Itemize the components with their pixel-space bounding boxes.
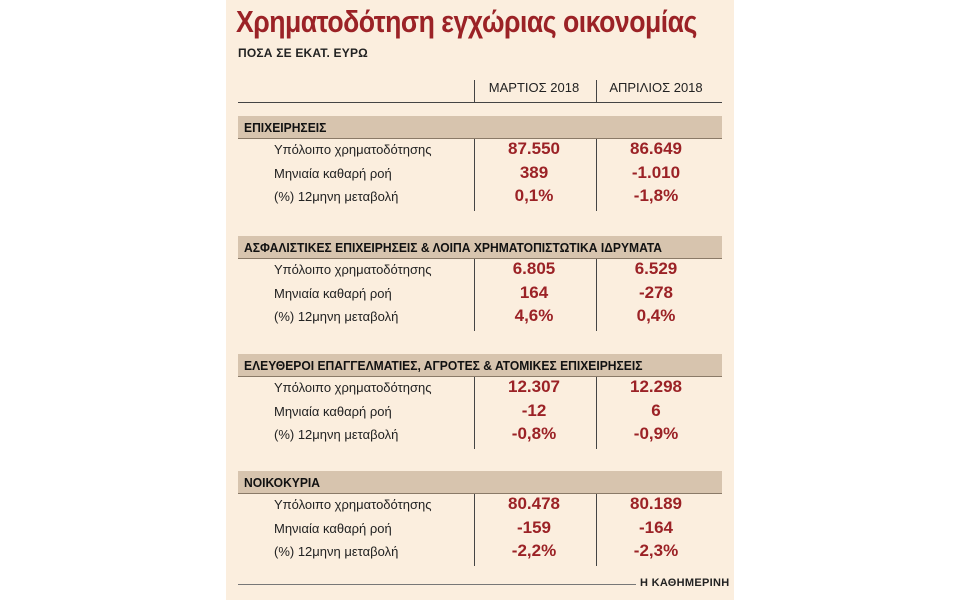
table-cell-value: 6 <box>651 401 661 420</box>
table-cell-value: -12 <box>521 401 547 420</box>
column-header-march: ΜΑΡΤΙΟΣ 2018 <box>488 80 580 95</box>
column-divider <box>474 139 475 211</box>
row-label: (%) 12μηνη μεταβολή <box>274 189 399 204</box>
table-cell-value: 164 <box>519 283 549 302</box>
section-header: ΝΟΙΚΟΚΥΡΙΑ <box>238 471 722 494</box>
row-label: (%) 12μηνη μεταβολή <box>274 309 399 324</box>
source-brand: Η ΚΑΘΗΜΕΡΙΝΗ <box>640 577 730 589</box>
column-divider-header <box>474 80 475 102</box>
table-cell-value: 6.805 <box>512 259 556 278</box>
row-label: Υπόλοιπο χρηματοδότησης <box>274 497 432 512</box>
table-cell-value: -2,3% <box>633 541 679 560</box>
table-cell-value: 12.307 <box>508 377 560 396</box>
table-cell-value: -1,8% <box>633 186 679 205</box>
table-cell-value: 87.550 <box>508 139 560 158</box>
row-label: (%) 12μηνη μεταβολή <box>274 544 399 559</box>
header-rule <box>238 102 722 103</box>
section-header: ΑΣΦΑΛΙΣΤΙΚΕΣ ΕΠΙΧΕΙΡΗΣΕΙΣ & ΛΟΙΠΑ ΧΡΗΜΑΤ… <box>238 236 722 259</box>
table-cell-value: 389 <box>519 163 549 182</box>
chart-subtitle: ΠΟΣΑ ΣΕ ΕΚΑΤ. ΕΥΡΩ <box>238 46 368 60</box>
footer-rule <box>238 584 636 585</box>
table-cell-value: -164 <box>638 518 674 537</box>
column-divider <box>596 494 597 566</box>
table-cell-value: -2,2% <box>511 541 557 560</box>
column-header-april: ΑΠΡΙΛΙΟΣ 2018 <box>609 80 703 95</box>
table-cell-value: -0,9% <box>633 424 679 443</box>
column-divider <box>596 259 597 331</box>
table-cell-value: -0,8% <box>511 424 557 443</box>
row-label: Μηνιαία καθαρή ροή <box>274 286 392 301</box>
table-cell-value: -278 <box>638 283 674 302</box>
section-header: ΕΠΙΧΕΙΡΗΣΕΙΣ <box>238 116 722 139</box>
table-cell-value: 4,6% <box>514 306 554 325</box>
row-label: Μηνιαία καθαρή ροή <box>274 521 392 536</box>
row-label: Μηνιαία καθαρή ροή <box>274 166 392 181</box>
column-divider <box>474 494 475 566</box>
table-cell-value: 80.189 <box>630 494 682 513</box>
table-cell-value: 80.478 <box>508 494 560 513</box>
column-divider <box>474 259 475 331</box>
table-cell-value: 0,1% <box>514 186 554 205</box>
infographic-panel: Χρηματοδότηση εγχώριας οικονομίας ΠΟΣΑ Σ… <box>226 0 734 600</box>
section-title: ΕΠΙΧΕΙΡΗΣΕΙΣ <box>244 120 327 135</box>
column-divider <box>596 139 597 211</box>
section-title: ΝΟΙΚΟΚΥΡΙΑ <box>244 475 321 490</box>
column-divider <box>474 377 475 449</box>
row-label: Μηνιαία καθαρή ροή <box>274 404 392 419</box>
row-label: Υπόλοιπο χρηματοδότησης <box>274 380 432 395</box>
chart-title: Χρηματοδότηση εγχώριας οικονομίας <box>236 4 697 39</box>
table-cell-value: 86.649 <box>630 139 682 158</box>
column-divider <box>596 377 597 449</box>
table-cell-value: 12.298 <box>630 377 682 396</box>
table-cell-value: 0,4% <box>636 306 676 325</box>
section-title: ΑΣΦΑΛΙΣΤΙΚΕΣ ΕΠΙΧΕΙΡΗΣΕΙΣ & ΛΟΙΠΑ ΧΡΗΜΑΤ… <box>244 240 663 255</box>
row-label: Υπόλοιπο χρηματοδότησης <box>274 142 432 157</box>
table-cell-value: 6.529 <box>634 259 678 278</box>
row-label: Υπόλοιπο χρηματοδότησης <box>274 262 432 277</box>
row-label: (%) 12μηνη μεταβολή <box>274 427 399 442</box>
column-divider-header <box>596 80 597 102</box>
table-cell-value: -1.010 <box>631 163 681 182</box>
section-header: ΕΛΕΥΘΕΡΟΙ ΕΠΑΓΓΕΛΜΑΤΙΕΣ, ΑΓΡΟΤΕΣ & ΑΤΟΜΙ… <box>238 354 722 377</box>
table-cell-value: -159 <box>516 518 552 537</box>
section-title: ΕΛΕΥΘΕΡΟΙ ΕΠΑΓΓΕΛΜΑΤΙΕΣ, ΑΓΡΟΤΕΣ & ΑΤΟΜΙ… <box>244 358 643 373</box>
